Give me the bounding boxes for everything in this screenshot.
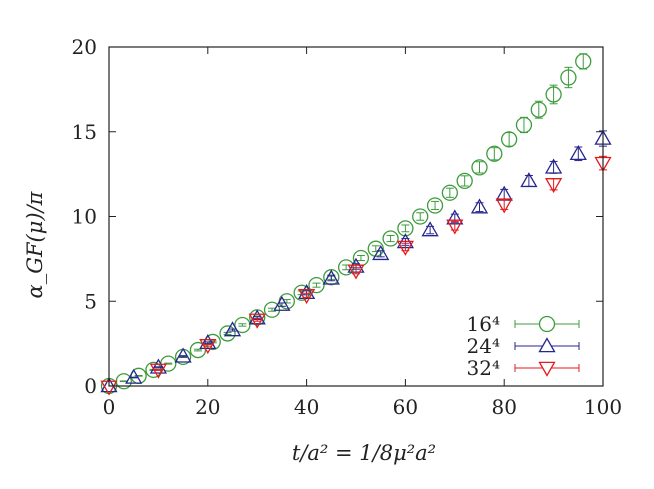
y-tick-label: 20 bbox=[72, 35, 97, 59]
data-point bbox=[412, 208, 429, 225]
data-point bbox=[308, 276, 325, 294]
legend-marker bbox=[538, 337, 556, 353]
x-tick-label: 80 bbox=[491, 395, 516, 419]
data-point bbox=[486, 145, 503, 162]
y-tick-label: 10 bbox=[72, 205, 97, 229]
plot-frame bbox=[108, 46, 604, 387]
data-point bbox=[273, 295, 291, 311]
legend-marker bbox=[538, 361, 556, 377]
data-point bbox=[495, 198, 513, 214]
data-point bbox=[149, 363, 168, 379]
x-axis-title: t/a² = 1/8μ²a² bbox=[292, 441, 436, 465]
y-axis-title: α_GF(μ)/π bbox=[23, 190, 47, 298]
data-point bbox=[297, 289, 316, 305]
x-tick-label: 20 bbox=[195, 395, 220, 419]
series-1 bbox=[100, 53, 592, 395]
data-point bbox=[396, 240, 415, 256]
data-point bbox=[347, 264, 365, 280]
data-point bbox=[530, 101, 547, 118]
data-point bbox=[372, 244, 390, 261]
data-point bbox=[426, 197, 444, 214]
data-point bbox=[382, 230, 399, 247]
data-point bbox=[100, 377, 118, 393]
data-point bbox=[569, 144, 587, 161]
y-tick-label: 0 bbox=[84, 374, 97, 398]
data-point bbox=[189, 341, 207, 359]
data-point bbox=[234, 316, 251, 334]
series-2 bbox=[100, 129, 612, 393]
data-point bbox=[575, 53, 592, 70]
x-tick-label: 100 bbox=[584, 395, 622, 419]
data-point bbox=[470, 198, 489, 214]
y-tick-label: 5 bbox=[84, 289, 97, 313]
data-point bbox=[199, 333, 217, 350]
data-point bbox=[322, 269, 340, 285]
plot-area bbox=[100, 53, 612, 396]
data-point bbox=[248, 313, 266, 329]
data-point bbox=[174, 347, 192, 363]
data-point bbox=[456, 172, 473, 190]
legend-label: 24⁴ bbox=[467, 334, 500, 358]
data-point bbox=[125, 368, 143, 384]
x-tick-label: 40 bbox=[294, 395, 319, 419]
data-point bbox=[560, 69, 577, 86]
data-point bbox=[520, 172, 538, 188]
data-point bbox=[421, 221, 439, 237]
ticks: 0 20 40 60 80 100 0 5 10 15 20 bbox=[72, 35, 623, 419]
legend-entry-1: 16⁴ bbox=[467, 312, 580, 336]
data-point bbox=[545, 86, 562, 103]
x-tick-label: 0 bbox=[103, 395, 116, 419]
data-point bbox=[515, 116, 533, 134]
data-point bbox=[293, 284, 310, 301]
legend-entry-2: 24⁴ bbox=[467, 334, 580, 358]
data-point bbox=[248, 309, 266, 325]
legend-label: 16⁴ bbox=[467, 312, 500, 336]
data-point bbox=[441, 184, 459, 201]
data-point bbox=[223, 321, 242, 337]
series-3 bbox=[100, 155, 612, 396]
data-point bbox=[219, 325, 236, 342]
data-point bbox=[145, 361, 162, 379]
data-point bbox=[471, 159, 488, 176]
y-tick-label: 15 bbox=[72, 120, 97, 144]
legend-label: 32⁴ bbox=[467, 356, 500, 380]
data-point bbox=[544, 178, 563, 194]
data-point bbox=[500, 131, 518, 148]
data-point bbox=[149, 358, 168, 374]
data-point bbox=[397, 220, 414, 237]
x-tick-label: 60 bbox=[393, 395, 418, 419]
data-point bbox=[297, 283, 316, 300]
legend-marker bbox=[538, 315, 556, 333]
data-point bbox=[199, 339, 217, 355]
legend-entry-3: 32⁴ bbox=[467, 356, 580, 380]
data-point bbox=[544, 158, 563, 174]
data-point bbox=[446, 219, 464, 235]
